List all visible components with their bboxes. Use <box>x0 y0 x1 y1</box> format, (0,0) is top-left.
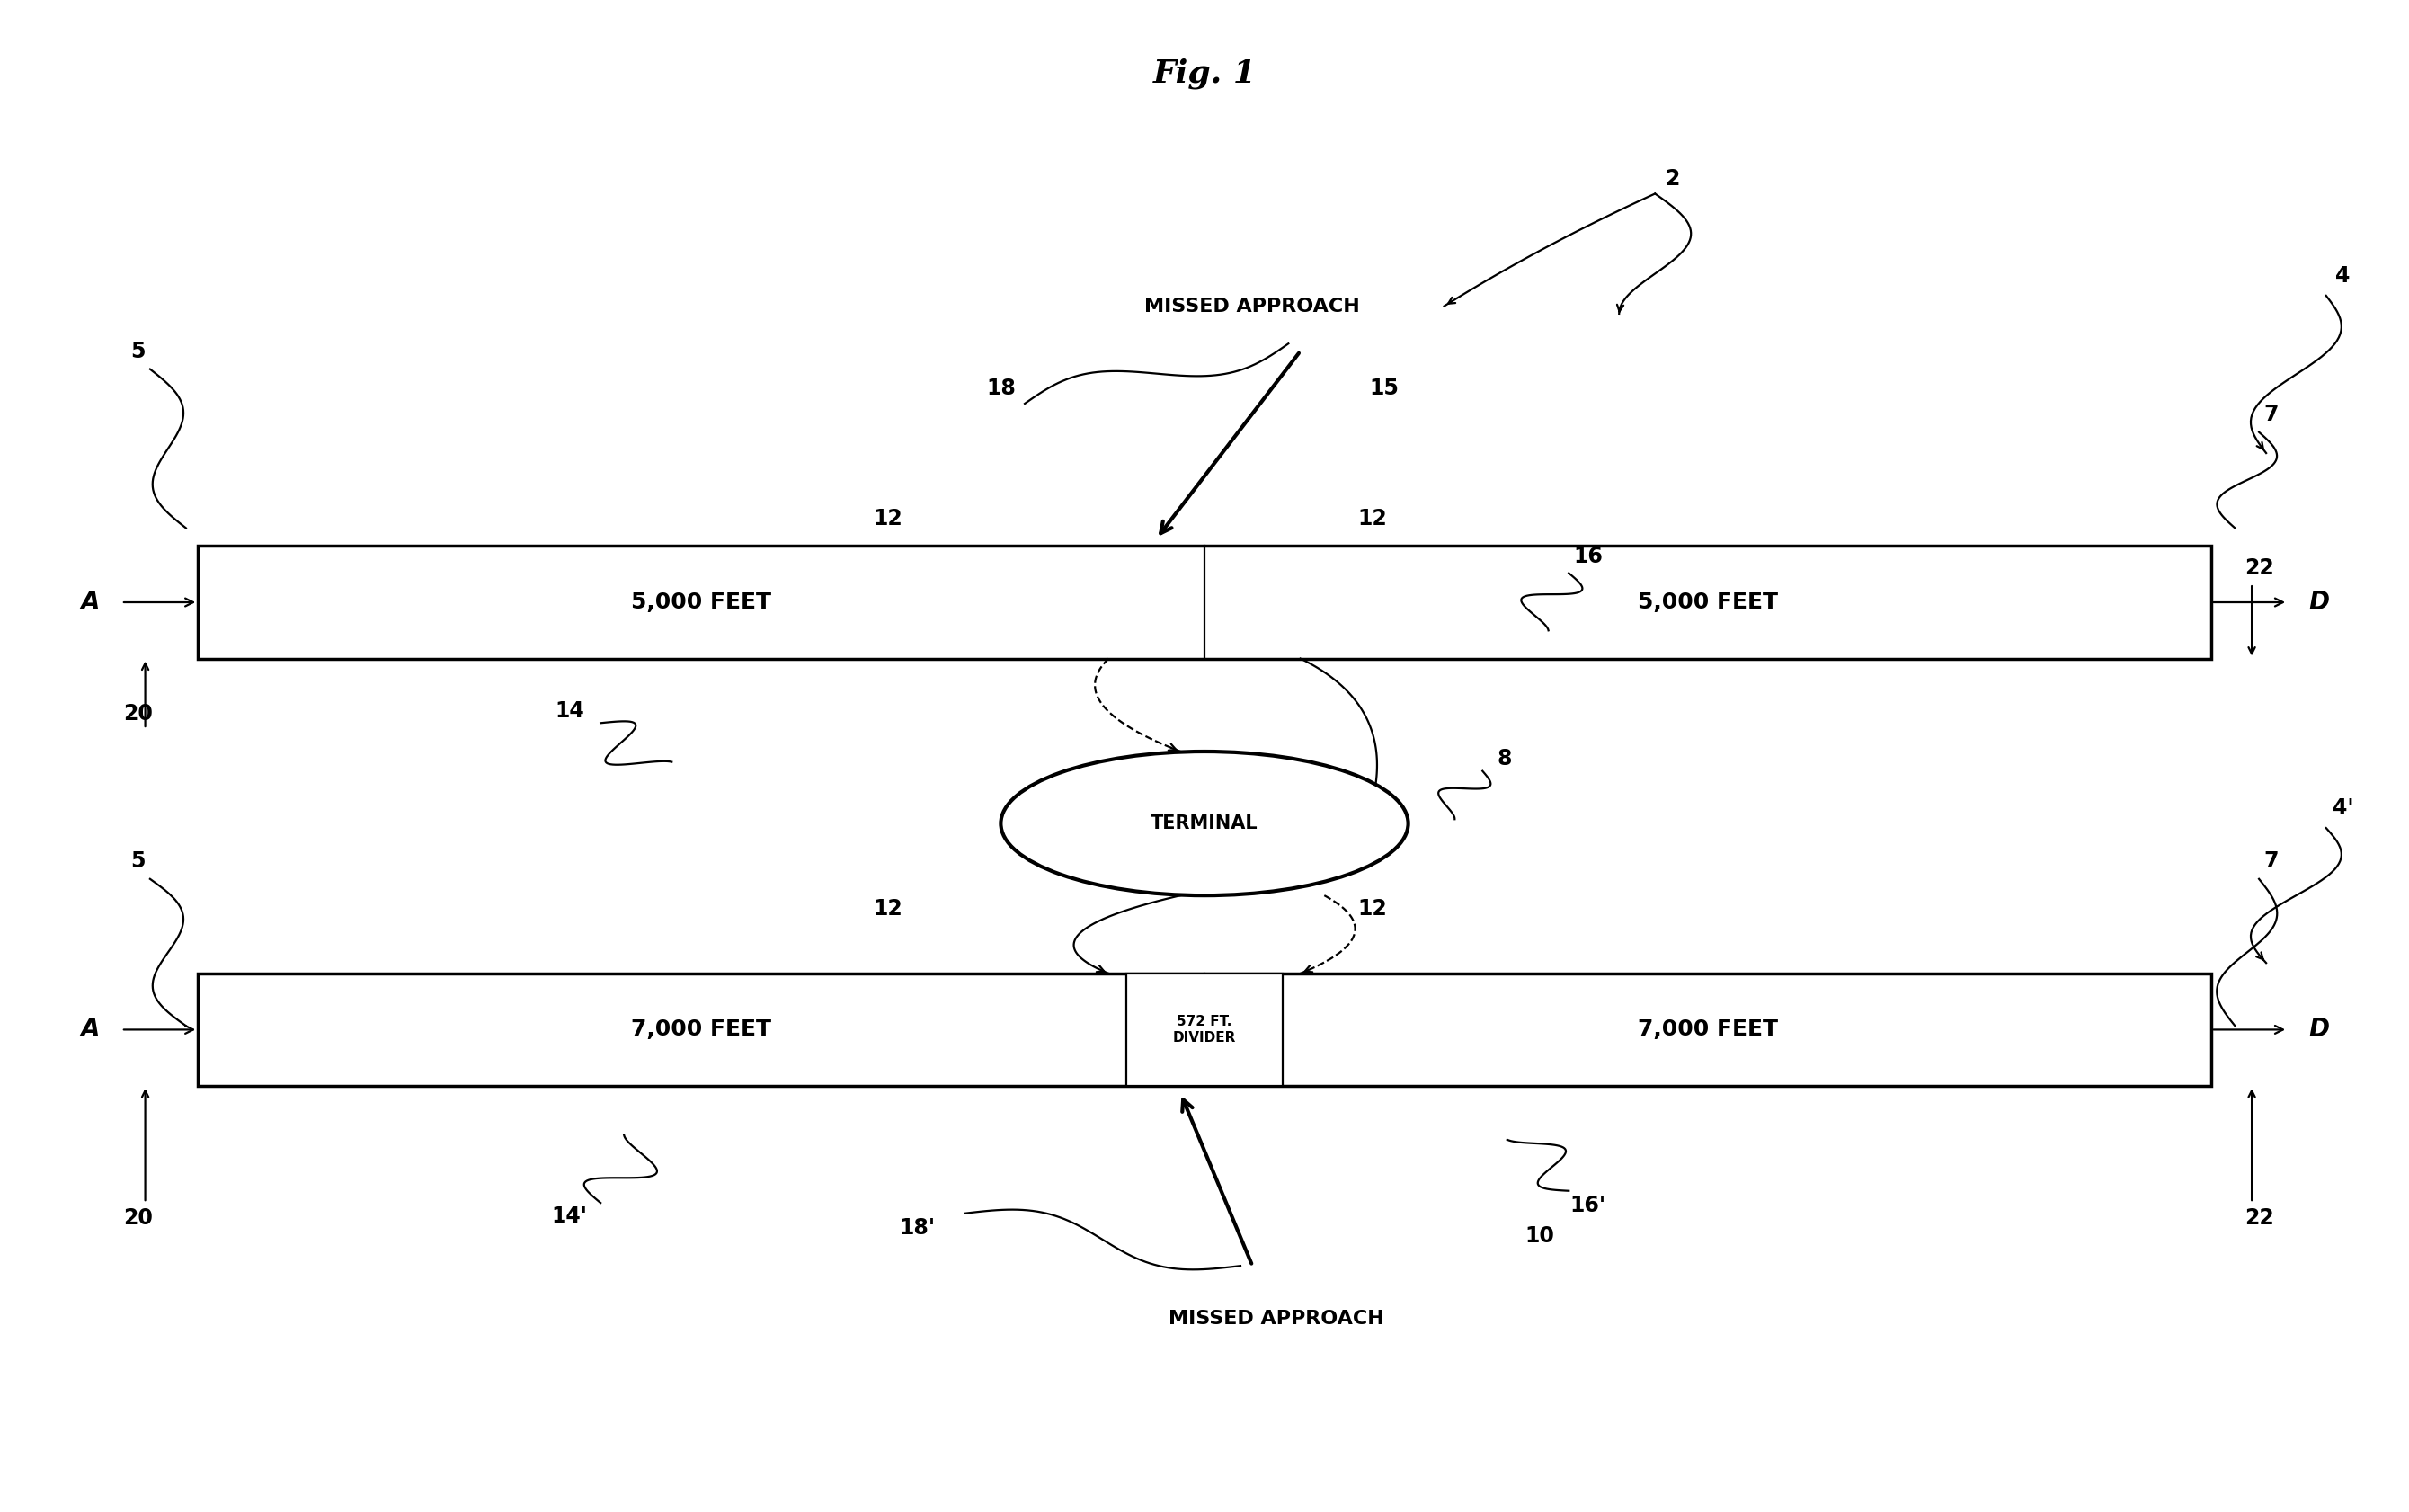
Text: 10: 10 <box>1525 1225 1554 1246</box>
Text: 22: 22 <box>2245 1207 2274 1229</box>
Text: MISSED APPROACH: MISSED APPROACH <box>1168 1309 1385 1328</box>
Text: 18: 18 <box>985 378 1017 399</box>
Text: 22: 22 <box>2245 558 2274 579</box>
Text: 16: 16 <box>1573 546 1602 567</box>
Text: 5,000 FEET: 5,000 FEET <box>1638 591 1778 612</box>
Text: MISSED APPROACH: MISSED APPROACH <box>1144 298 1361 314</box>
Text: 2: 2 <box>1665 168 1679 189</box>
Text: 7: 7 <box>2264 404 2279 425</box>
Text: 4: 4 <box>2334 266 2351 287</box>
Text: D: D <box>2308 1018 2330 1042</box>
Text: 20: 20 <box>123 703 152 724</box>
Text: 7: 7 <box>2264 850 2279 872</box>
Text: 12: 12 <box>874 508 903 529</box>
Text: 7,000 FEET: 7,000 FEET <box>631 1019 771 1040</box>
Text: 14': 14' <box>552 1205 588 1228</box>
Text: Fig. 1: Fig. 1 <box>1154 59 1255 89</box>
Ellipse shape <box>1000 751 1409 895</box>
Text: 14: 14 <box>554 700 583 721</box>
Text: A: A <box>79 1018 99 1042</box>
Text: 15: 15 <box>1368 378 1400 399</box>
Text: 5: 5 <box>130 850 145 872</box>
Text: 16': 16' <box>1571 1194 1607 1217</box>
Text: 7,000 FEET: 7,000 FEET <box>1638 1019 1778 1040</box>
Bar <box>198 546 2211 659</box>
Text: 18': 18' <box>899 1217 935 1240</box>
Bar <box>1127 974 1282 1086</box>
Text: 8: 8 <box>1496 748 1510 770</box>
Text: 12: 12 <box>874 898 903 919</box>
Text: 572 FT.
DIVIDER: 572 FT. DIVIDER <box>1173 1015 1236 1045</box>
Text: TERMINAL: TERMINAL <box>1152 815 1257 833</box>
Text: 12: 12 <box>1359 898 1388 919</box>
Text: 20: 20 <box>123 1207 152 1229</box>
Text: 5,000 FEET: 5,000 FEET <box>631 591 771 612</box>
Text: 12: 12 <box>1359 508 1388 529</box>
Text: A: A <box>79 590 99 615</box>
Bar <box>198 974 2211 1086</box>
Text: D: D <box>2308 590 2330 615</box>
Text: 4': 4' <box>2332 798 2354 820</box>
Text: 5: 5 <box>130 340 145 361</box>
